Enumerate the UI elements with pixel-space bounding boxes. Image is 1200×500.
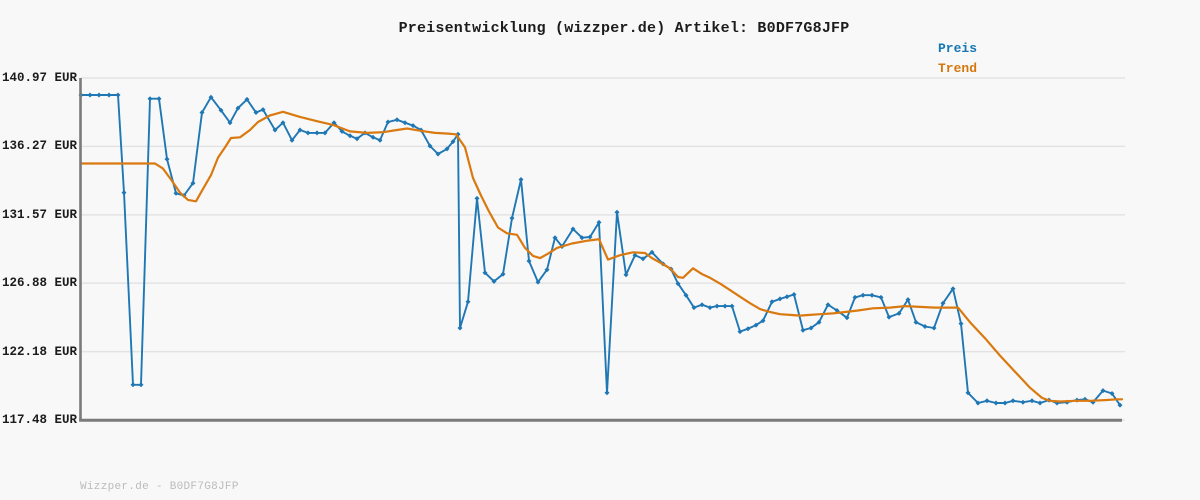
legend-item-preis: Preis [938,41,978,56]
trend-line [79,110,1124,403]
chart-title: Preisentwicklung (wizzper.de) Artikel: B… [398,20,850,37]
legend-item-trend: Trend [938,61,978,76]
y-axis-label: 136.27 EUR [1,139,77,154]
y-axis-label: 117.48 EUR [1,413,77,427]
y-axis-label: 131.57 EUR [1,207,77,222]
y-axis-label: 140.97 EUR [1,71,77,85]
y-axis-label: 122.18 EUR [1,344,77,359]
watermark-text: Wizzper.de - B0DF7G8JFP [80,481,239,493]
y-axis-label: 126.88 EUR [1,276,77,291]
price-line [80,94,1121,407]
chart-legend: Preis Trend [938,39,977,79]
